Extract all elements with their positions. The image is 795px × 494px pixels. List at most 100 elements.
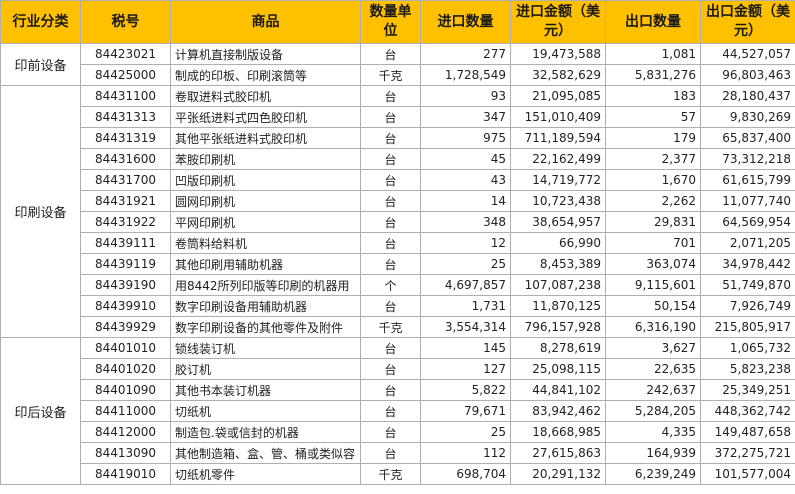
cell-code: 84401090 — [80, 379, 171, 401]
cell-import-amt: 711,189,594 — [510, 127, 606, 149]
cell-product: 用8442所列印版等印刷的机器用 — [170, 274, 361, 296]
table-row: 84431313 平张纸进料式四色胶印机台 347 151,010,409 57 9,83… — [1, 106, 795, 128]
cell-unit: 台 — [360, 190, 421, 212]
cell-export-qty: 3,627 — [605, 337, 701, 359]
cell-export-amt: 7,926,749 — [700, 295, 795, 317]
cell-export-amt: 149,487,658 — [700, 421, 795, 443]
cell-import-qty: 4,697,857 — [420, 274, 511, 296]
cell-import-amt: 20,291,132 — [510, 463, 606, 485]
cell-import-qty: 145 — [420, 337, 511, 359]
cell-export-amt: 64,569,954 — [700, 211, 795, 233]
cell-export-amt: 34,978,442 — [700, 253, 795, 275]
cell-code: 84412000 — [80, 421, 171, 443]
table-row: 84431921 圆网印刷机台 14 10,723,438 2,262 11,077,74… — [1, 190, 795, 212]
cell-export-amt: 73,312,218 — [700, 148, 795, 170]
cell-export-amt: 9,830,269 — [700, 106, 795, 128]
cell-import-amt: 151,010,409 — [510, 106, 606, 128]
cell-import-amt: 44,841,102 — [510, 379, 606, 401]
cell-export-amt: 65,837,400 — [700, 127, 795, 149]
cell-import-qty: 3,554,314 — [420, 316, 511, 338]
cell-import-amt: 25,098,115 — [510, 358, 606, 380]
cell-unit: 台 — [360, 400, 421, 422]
cell-export-amt: 372,275,721 — [700, 442, 795, 464]
cell-unit: 台 — [360, 43, 421, 65]
table-row: 84425000 制成的印板、印刷滚筒等 千克 1,728,549 32,582,629… — [1, 64, 795, 86]
cell-import-amt: 32,582,629 — [510, 64, 606, 86]
cell-product: 平网印刷机 — [170, 211, 361, 233]
cell-code: 84439119 — [80, 253, 171, 275]
cell-export-qty: 6,316,190 — [605, 316, 701, 338]
cell-export-amt: 96,803,463 — [700, 64, 795, 86]
cell-product: 数字印刷设备的其他零件及附件 — [170, 316, 361, 338]
cell-unit: 台 — [360, 85, 421, 107]
cell-unit: 台 — [360, 169, 421, 191]
cell-export-qty: 701 — [605, 232, 701, 254]
cell-import-qty: 1,728,549 — [420, 64, 511, 86]
table-row: 84401090 其他书本装订机器台 5,822 44,841,102 242,637 2… — [1, 379, 795, 401]
cell-unit: 台 — [360, 421, 421, 443]
cell-unit: 千克 — [360, 64, 421, 86]
cell-code: 84401020 — [80, 358, 171, 380]
cell-import-amt: 796,157,928 — [510, 316, 606, 338]
cell-export-qty: 164,939 — [605, 442, 701, 464]
cell-export-qty: 1,670 — [605, 169, 701, 191]
header-unit: 数量单位 — [360, 0, 421, 44]
cell-import-amt: 18,668,985 — [510, 421, 606, 443]
cell-import-qty: 112 — [420, 442, 511, 464]
cell-export-qty: 2,377 — [605, 148, 701, 170]
cell-code: 84431313 — [80, 106, 171, 128]
cell-unit: 台 — [360, 211, 421, 233]
cell-import-qty: 45 — [420, 148, 511, 170]
cell-code: 84411000 — [80, 400, 171, 422]
cell-unit: 台 — [360, 148, 421, 170]
cell-import-qty: 25 — [420, 253, 511, 275]
cell-product: 制成的印板、印刷滚筒等 — [170, 64, 361, 86]
cell-import-qty: 12 — [420, 232, 511, 254]
cell-export-amt: 101,577,004 — [700, 463, 795, 485]
cell-import-qty: 79,671 — [420, 400, 511, 422]
table-row: 印前设备 84423021 计算机直接制版设备台 277 19,473,588 1,081… — [0, 43, 795, 86]
cell-product: 计算机直接制版设备 — [170, 43, 361, 65]
cell-unit: 台 — [360, 295, 421, 317]
cell-export-qty: 179 — [605, 127, 701, 149]
cell-product: 苯胺印刷机 — [170, 148, 361, 170]
cell-unit: 台 — [360, 337, 421, 359]
cell-unit: 台 — [360, 358, 421, 380]
cell-code: 84431100 — [80, 85, 171, 107]
table-row: 84431600 苯胺印刷机台 45 22,162,499 2,377 73,312,21… — [1, 148, 795, 170]
cell-export-amt: 5,823,238 — [700, 358, 795, 380]
table-row: 84431700 凹版印刷机台 43 14,719,772 1,670 61,615,79… — [1, 169, 795, 191]
table-row: 84411000 切纸机台 79,671 83,942,462 5,284,205 448… — [1, 400, 795, 422]
cell-unit: 台 — [360, 442, 421, 464]
cell-unit: 台 — [360, 379, 421, 401]
cell-code: 84439910 — [80, 295, 171, 317]
header-row: 行业分类 税号 商品 数量单位 进口数量 进口金额（美元） 出口数量 出口金额（… — [0, 0, 795, 44]
cell-code: 84431922 — [80, 211, 171, 233]
header-import-qty: 进口数量 — [420, 0, 511, 44]
cell-unit: 台 — [360, 253, 421, 275]
cell-export-amt: 44,527,057 — [700, 43, 795, 65]
cell-export-qty: 4,335 — [605, 421, 701, 443]
cell-export-qty: 29,831 — [605, 211, 701, 233]
cell-import-qty: 1,731 — [420, 295, 511, 317]
cell-unit: 个 — [360, 274, 421, 296]
cell-export-qty: 1,081 — [605, 43, 701, 65]
cell-product: 切纸机零件 — [170, 463, 361, 485]
cell-import-qty: 975 — [420, 127, 511, 149]
header-product: 商品 — [170, 0, 361, 44]
cell-product: 圆网印刷机 — [170, 190, 361, 212]
cell-import-qty: 348 — [420, 211, 511, 233]
cell-export-amt: 1,065,732 — [700, 337, 795, 359]
table-row: 印后设备 84401010 锁线装订机台 145 8,278,619 3,627 1,065… — [0, 337, 795, 485]
header-export-qty: 出口数量 — [605, 0, 701, 44]
cell-import-qty: 277 — [420, 43, 511, 65]
cell-import-amt: 14,719,772 — [510, 169, 606, 191]
header-export-amt: 出口金额（美元） — [700, 0, 795, 44]
cell-code: 84423021 — [80, 43, 171, 65]
cell-product: 平张纸进料式四色胶印机 — [170, 106, 361, 128]
cell-product: 卷筒料给料机 — [170, 232, 361, 254]
cell-code: 84431700 — [80, 169, 171, 191]
cell-import-amt: 11,870,125 — [510, 295, 606, 317]
cell-export-qty: 5,831,276 — [605, 64, 701, 86]
